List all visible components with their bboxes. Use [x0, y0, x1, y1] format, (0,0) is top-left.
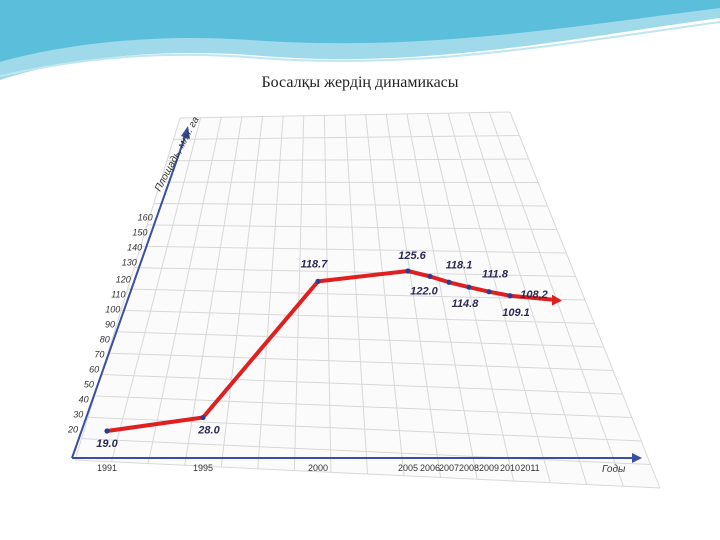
x-tick-label: 2007 [439, 463, 459, 473]
grid-line-horizontal [94, 395, 632, 418]
data-point [507, 293, 513, 299]
y-tick-label: 80 [100, 334, 110, 344]
y-tick-label: 90 [105, 319, 115, 329]
grid-line-horizontal [134, 267, 576, 277]
data-label: 122.0 [410, 285, 438, 297]
data-label: 19.0 [96, 438, 118, 450]
grid-line-horizontal [140, 245, 567, 254]
y-axis-arrow [181, 126, 190, 139]
y-tick-label: 130 [122, 257, 137, 267]
data-point [200, 414, 206, 421]
header-wave-decoration [0, 0, 720, 80]
grid-line-horizontal [179, 111, 511, 119]
grid-line-horizontal [153, 203, 548, 207]
grid-line-horizontal [107, 352, 614, 371]
data-label-end: 108,2 [520, 289, 548, 301]
y-tick-label: 150 [132, 227, 147, 237]
y-tick-label: 110 [111, 289, 125, 299]
data-point [486, 289, 492, 295]
grid-line-horizontal [120, 309, 595, 324]
series-arrowhead [552, 294, 562, 306]
x-tick-label: 2000 [308, 463, 328, 473]
y-tick-label: 160 [138, 212, 153, 222]
series-line [106, 269, 553, 433]
data-label: 118.1 [446, 259, 473, 271]
chart-labels: 19.0 28.0 118.7 125.6 122.0 118.1 114.8 111.8 10… [96, 250, 547, 450]
x-tick-label: 2010 [500, 463, 520, 473]
y-tick-label: 40 [79, 394, 89, 404]
data-label: 28.0 [197, 424, 220, 436]
data-point [466, 284, 472, 290]
y-tick-label: 140 [127, 242, 142, 252]
data-point [427, 273, 433, 280]
y-tick-label: 60 [89, 364, 99, 374]
grid-line-horizontal [81, 438, 651, 465]
data-point [446, 279, 452, 285]
grid-line-horizontal [147, 224, 557, 230]
data-point [104, 428, 110, 434]
slide-title: Босалқы жердің динамикасы [261, 74, 459, 91]
x-tick-label: 2011 [520, 463, 539, 473]
grid-line-horizontal [101, 374, 623, 395]
y-tick-label: 30 [73, 409, 83, 419]
y-tick-label: 50 [84, 379, 94, 389]
data-point [405, 268, 411, 274]
data-label: 114.8 [452, 298, 480, 310]
data-label: 118.7 [301, 258, 329, 270]
x-tick-label: 2005 [398, 463, 418, 473]
grid-line-horizontal [173, 135, 520, 140]
data-point [315, 278, 321, 284]
x-tick-label: 1991 [97, 463, 117, 473]
x-tick-label: 2009 [479, 463, 499, 473]
data-label: 111.8 [482, 269, 509, 281]
chart-points [104, 268, 513, 434]
grid-line-horizontal [74, 459, 661, 489]
x-tick-label: 2008 [459, 463, 479, 473]
y-axis [71, 133, 187, 459]
x-axis-title: Годы [602, 464, 626, 475]
y-tick-label: 20 [67, 424, 78, 434]
x-tick-label: 2006 [420, 463, 440, 473]
y-tick-label: 120 [116, 274, 131, 284]
y-tick-label: 100 [105, 304, 120, 314]
data-label: 125.6 [398, 250, 426, 262]
grid-line-horizontal [114, 331, 604, 348]
x-tick-label: 1995 [193, 463, 213, 473]
x-axis-arrow [632, 453, 642, 463]
grid-line-horizontal [127, 288, 586, 301]
grid-line-horizontal [166, 158, 529, 162]
data-label: 109.1 [502, 307, 530, 319]
y-tick-label: 70 [94, 349, 104, 359]
chart-series-line [106, 269, 562, 433]
